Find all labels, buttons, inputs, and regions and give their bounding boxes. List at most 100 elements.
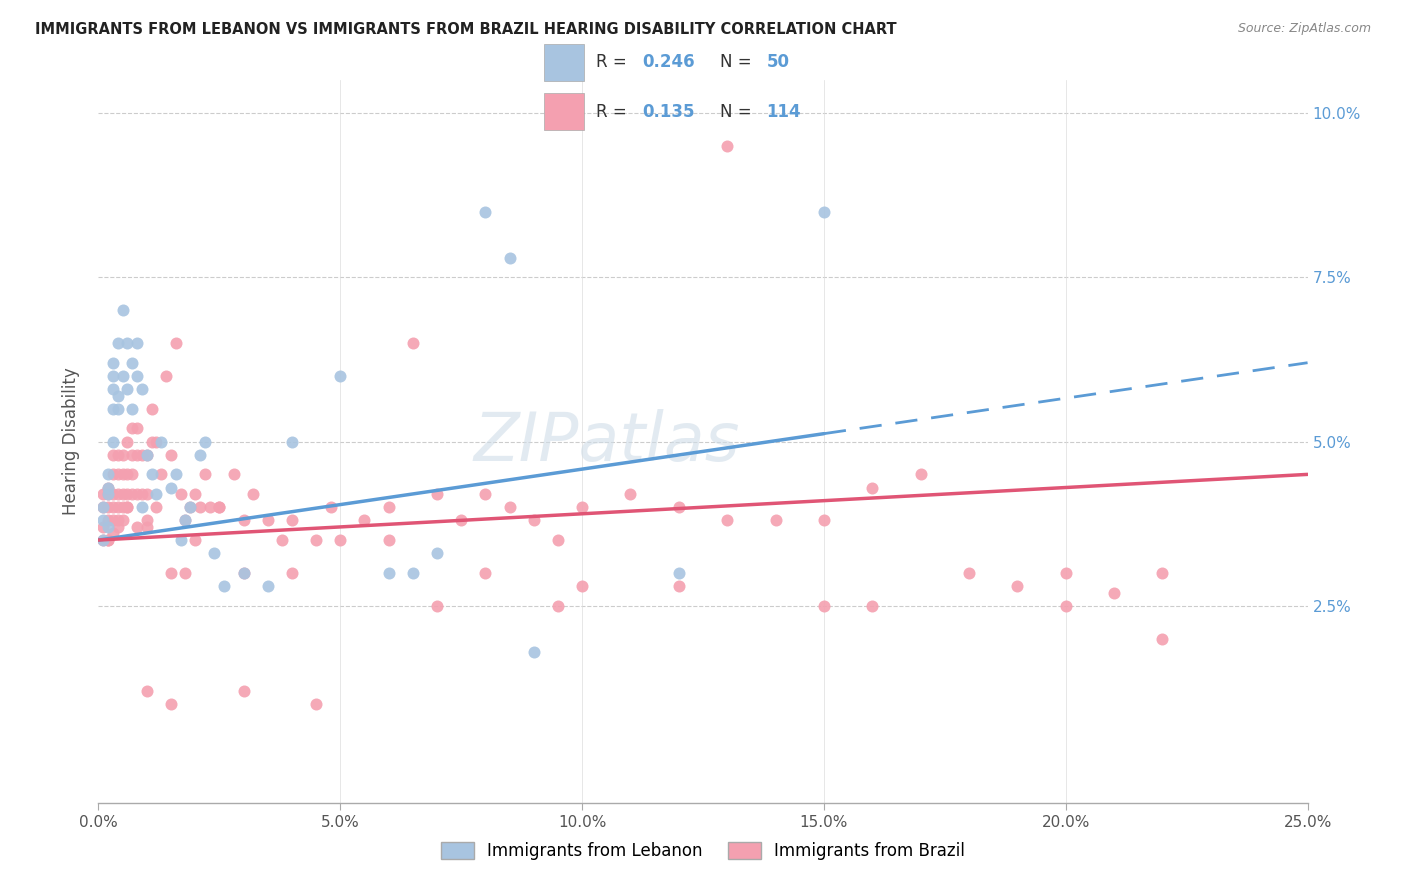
Text: R =: R = [596,103,637,120]
Point [474,487,496,501]
Point [111,448,134,462]
Point [256,513,278,527]
Point [256,579,278,593]
Point [402,336,425,351]
Point [141,401,163,416]
Point [141,434,163,449]
Text: 114: 114 [766,103,801,120]
Point [165,336,187,351]
Point [145,434,167,449]
Point [97,533,120,547]
Point [101,368,124,383]
Point [523,513,546,527]
Legend: Immigrants from Lebanon, Immigrants from Brazil: Immigrants from Lebanon, Immigrants from… [434,835,972,867]
Text: 0.135: 0.135 [643,103,695,120]
Point [97,467,120,482]
Point [498,500,520,515]
Point [160,698,183,712]
Point [353,513,375,527]
Point [117,434,139,449]
Point [169,487,191,501]
Point [377,500,399,515]
Point [212,579,235,593]
Point [121,448,143,462]
Text: N =: N = [720,103,756,120]
Point [232,684,254,698]
Point [232,513,254,527]
Point [402,566,425,580]
Point [188,448,211,462]
Point [547,533,569,547]
Y-axis label: Hearing Disability: Hearing Disability [62,368,80,516]
Point [329,368,352,383]
FancyBboxPatch shape [544,44,583,81]
Point [97,533,120,547]
Point [571,500,593,515]
Point [426,546,449,560]
Point [117,382,139,396]
Point [145,487,167,501]
Point [91,533,114,547]
Point [111,487,134,501]
Point [160,448,183,462]
Point [107,388,129,402]
Point [179,500,201,515]
Point [91,500,114,515]
Point [131,382,153,396]
Point [377,566,399,580]
Point [97,500,120,515]
Point [101,526,124,541]
Point [208,500,231,515]
Point [668,500,690,515]
Point [1152,566,1174,580]
Point [91,520,114,534]
Point [232,566,254,580]
Point [194,434,217,449]
Point [155,368,177,383]
Point [101,448,124,462]
Point [111,467,134,482]
Point [813,513,835,527]
Point [860,599,883,613]
Point [668,566,690,580]
Point [117,487,139,501]
Point [160,566,183,580]
Point [117,467,139,482]
Text: IMMIGRANTS FROM LEBANON VS IMMIGRANTS FROM BRAZIL HEARING DISABILITY CORRELATION: IMMIGRANTS FROM LEBANON VS IMMIGRANTS FR… [35,22,897,37]
Text: Source: ZipAtlas.com: Source: ZipAtlas.com [1237,22,1371,36]
Point [165,467,187,482]
Point [107,467,129,482]
Point [474,566,496,580]
Point [121,401,143,416]
Point [101,401,124,416]
Point [131,448,153,462]
Point [957,566,980,580]
Point [150,434,173,449]
Point [97,481,120,495]
Point [121,356,143,370]
Point [498,251,520,265]
Point [127,487,149,501]
Point [135,448,157,462]
Point [117,500,139,515]
Point [232,566,254,580]
Point [101,467,124,482]
Point [208,500,231,515]
Point [305,533,328,547]
Text: R =: R = [596,54,633,71]
Point [127,421,149,435]
Point [135,487,157,501]
Point [1054,599,1077,613]
Point [91,500,114,515]
Point [426,599,449,613]
Point [111,500,134,515]
Point [131,500,153,515]
Point [135,448,157,462]
Point [1007,579,1029,593]
Point [860,481,883,495]
Point [135,520,157,534]
Point [111,303,134,318]
Point [97,481,120,495]
Point [910,467,932,482]
Point [281,566,304,580]
